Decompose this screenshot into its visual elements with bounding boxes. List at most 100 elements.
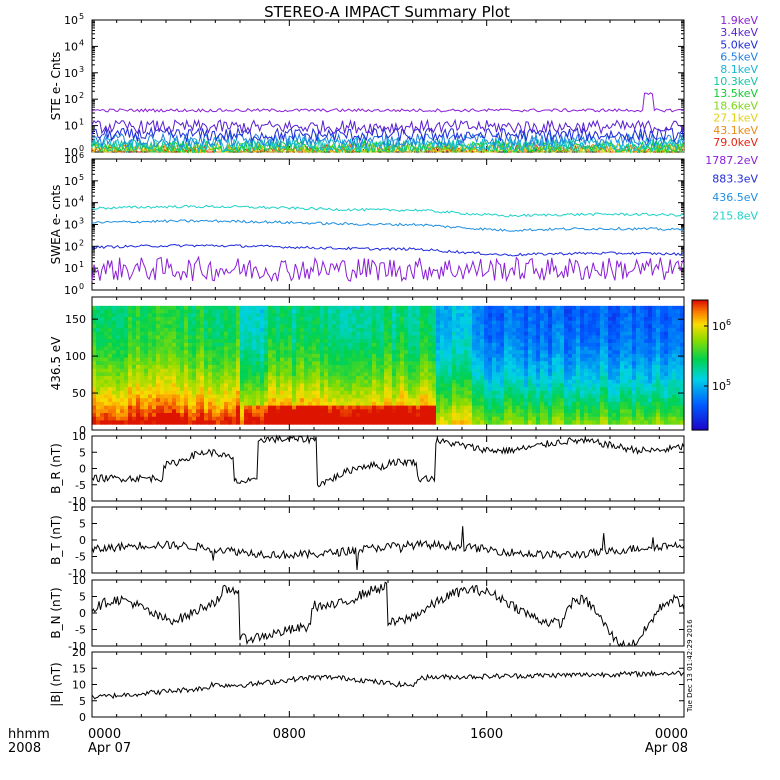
heatmap-cell (148, 313, 153, 318)
heatmap-cell (624, 309, 629, 314)
heatmap-cell (492, 364, 497, 370)
heatmap-cell (276, 390, 281, 396)
heatmap-cell (360, 413, 365, 418)
heatmap-cell (412, 376, 417, 381)
heatmap-cell (276, 420, 281, 425)
heatmap-cell (284, 331, 289, 337)
heatmap-cell (160, 368, 165, 373)
heatmap-cell (348, 413, 353, 418)
heatmap-cell (120, 372, 125, 377)
heatmap-cell (644, 398, 649, 403)
heatmap-cell (624, 387, 629, 392)
heatmap-cell (296, 398, 301, 403)
heatmap-cell (316, 416, 321, 421)
heatmap-cell (588, 342, 593, 348)
heatmap-cell (496, 394, 501, 399)
heatmap-cell (556, 331, 561, 337)
heatmap-cell (248, 401, 253, 407)
heatmap-cell (568, 331, 573, 337)
heatmap-cell (160, 331, 165, 337)
heatmap-cell (104, 372, 109, 377)
heatmap-cell (136, 379, 141, 385)
heatmap-cell (268, 339, 273, 344)
heatmap-cell (512, 346, 517, 351)
heatmap-cell (632, 335, 637, 340)
heatmap-cell (416, 372, 421, 377)
heatmap-cell (128, 390, 133, 396)
heatmap-cell (168, 416, 173, 421)
heatmap-cell (568, 376, 573, 381)
heatmap-cell (216, 331, 221, 337)
heatmap-cell (624, 316, 629, 322)
heatmap-cell (216, 335, 221, 340)
heatmap-cell (200, 416, 205, 421)
heatmap-cell (188, 368, 193, 373)
heatmap-cell (456, 409, 461, 414)
heatmap-cell (556, 405, 561, 410)
heatmap-cell (104, 398, 109, 403)
heatmap-cell (588, 361, 593, 366)
heatmap-cell (324, 309, 329, 314)
heatmap-cell (460, 409, 465, 414)
heatmap-cell (492, 324, 497, 329)
heatmap-cell (144, 324, 149, 329)
heatmap-cell (616, 320, 621, 325)
heatmap-cell (564, 368, 569, 373)
heatmap-cell (452, 313, 457, 318)
heatmap-cells (92, 305, 685, 425)
heatmap-cell (232, 413, 237, 418)
heatmap-cell (300, 405, 305, 410)
heatmap-cell (92, 420, 97, 425)
heatmap-cell (408, 339, 413, 344)
heatmap-cell (164, 305, 169, 311)
heatmap-cell (404, 376, 409, 381)
heatmap-cell (308, 320, 313, 325)
heatmap-cell (516, 405, 521, 410)
heatmap-cell (220, 416, 225, 421)
heatmap-cell (568, 364, 573, 370)
heatmap-cell (220, 364, 225, 370)
heatmap-cell (268, 383, 273, 388)
heatmap-cell (164, 316, 169, 322)
heatmap-cell (176, 335, 181, 340)
heatmap-cell (232, 394, 237, 399)
heatmap-cell (416, 364, 421, 370)
heatmap-cell (220, 409, 225, 414)
series-line (91, 118, 685, 136)
heatmap-cell (244, 379, 249, 385)
heatmap-cell (260, 379, 265, 385)
heatmap-cell (200, 335, 205, 340)
heatmap-cell (236, 368, 241, 373)
heatmap-cell (268, 387, 273, 392)
heatmap-cell (344, 387, 349, 392)
heatmap-cell (176, 342, 181, 348)
heatmap-cell (564, 420, 569, 425)
heatmap-cell (296, 316, 301, 322)
heatmap-cell (336, 383, 341, 388)
heatmap-cell (628, 361, 633, 366)
heatmap-cell (568, 416, 573, 421)
heatmap-cell (580, 387, 585, 392)
heatmap-cell (260, 390, 265, 396)
heatmap-cell (328, 398, 333, 403)
heatmap-cell (400, 372, 405, 377)
heatmap-cell (372, 357, 377, 362)
heatmap-cell (228, 324, 233, 329)
heatmap-cell (244, 346, 249, 351)
heatmap-cell (304, 368, 309, 373)
heatmap-cell (548, 409, 553, 414)
heatmap-cell (208, 409, 213, 414)
heatmap-cell (100, 357, 105, 362)
heatmap-cell (352, 335, 357, 340)
heatmap-cell (200, 361, 205, 366)
heatmap-cell (484, 420, 489, 425)
heatmap-cell (560, 390, 565, 396)
heatmap-cell (144, 357, 149, 362)
heatmap-cell (236, 342, 241, 348)
heatmap-cell (548, 372, 553, 377)
heatmap-cell (144, 331, 149, 337)
heatmap-cell (520, 309, 525, 314)
heatmap-cell (300, 346, 305, 351)
heatmap-cell (524, 339, 529, 344)
heatmap-cell (240, 398, 245, 403)
